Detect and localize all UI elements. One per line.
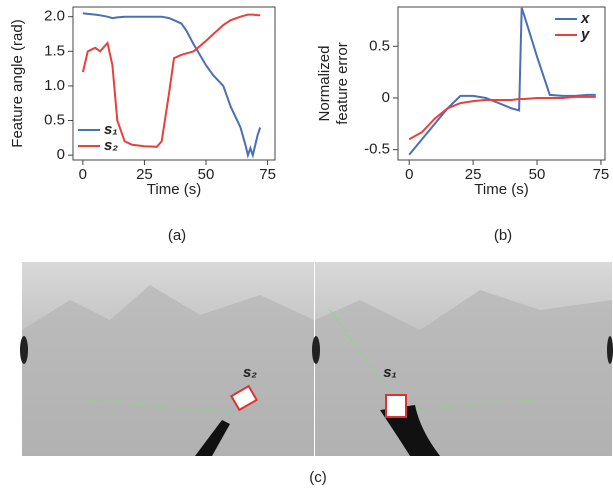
y-tick-label: 0.5 [369,37,390,54]
x-axis-label: Time (s) [147,181,201,198]
caption: (a) [168,227,186,244]
ray [87,399,236,414]
legend-label: y [580,26,590,43]
y-axis-label: Normalized [316,46,333,122]
y-tick-label: 0 [57,146,65,163]
series-line [408,95,596,141]
target [385,394,407,418]
x-tick-label: 50 [198,166,215,183]
x-axis-label: Time (s) [474,181,528,198]
y-axis-label: Feature angle (rad) [9,19,26,147]
caption: (c) [309,469,327,486]
legend-label: x [580,10,590,27]
ray [399,399,536,411]
legend-label: s₂ [104,137,118,154]
terrain [315,290,612,456]
edge [312,336,320,364]
y-tick-label: -0.5 [364,141,390,158]
y-tick-label: 1.5 [44,42,65,59]
image-panel: s₂ s₁ [20,262,613,456]
hand [195,420,230,456]
x-tick-label: 75 [259,166,276,183]
plot-frame [397,6,606,161]
x-tick-label: 25 [136,166,153,183]
terrain [22,285,314,456]
edge [20,336,28,364]
y-tick-label: 1.0 [44,77,65,94]
series-line [408,7,596,156]
caption: (b) [494,227,512,244]
series-line [81,13,261,148]
image-label: s₁ [383,364,397,381]
x-tick-label: 0 [79,166,87,183]
y-tick-label: 0 [382,89,390,106]
x-tick-label: 50 [529,166,546,183]
legend-label: s₁ [104,121,118,138]
image-label: s₂ [243,364,257,381]
x-tick-label: 25 [465,166,482,183]
target [229,384,259,412]
ray [329,309,396,401]
y-tick-label: 2.0 [44,8,65,25]
y-axis-label: feature error [334,42,351,125]
plot-frame [72,6,276,161]
y-tick-label: 0.5 [44,112,65,129]
edge [607,336,613,364]
x-tick-label: 0 [405,166,413,183]
series-line [82,12,262,159]
x-tick-label: 75 [593,166,610,183]
